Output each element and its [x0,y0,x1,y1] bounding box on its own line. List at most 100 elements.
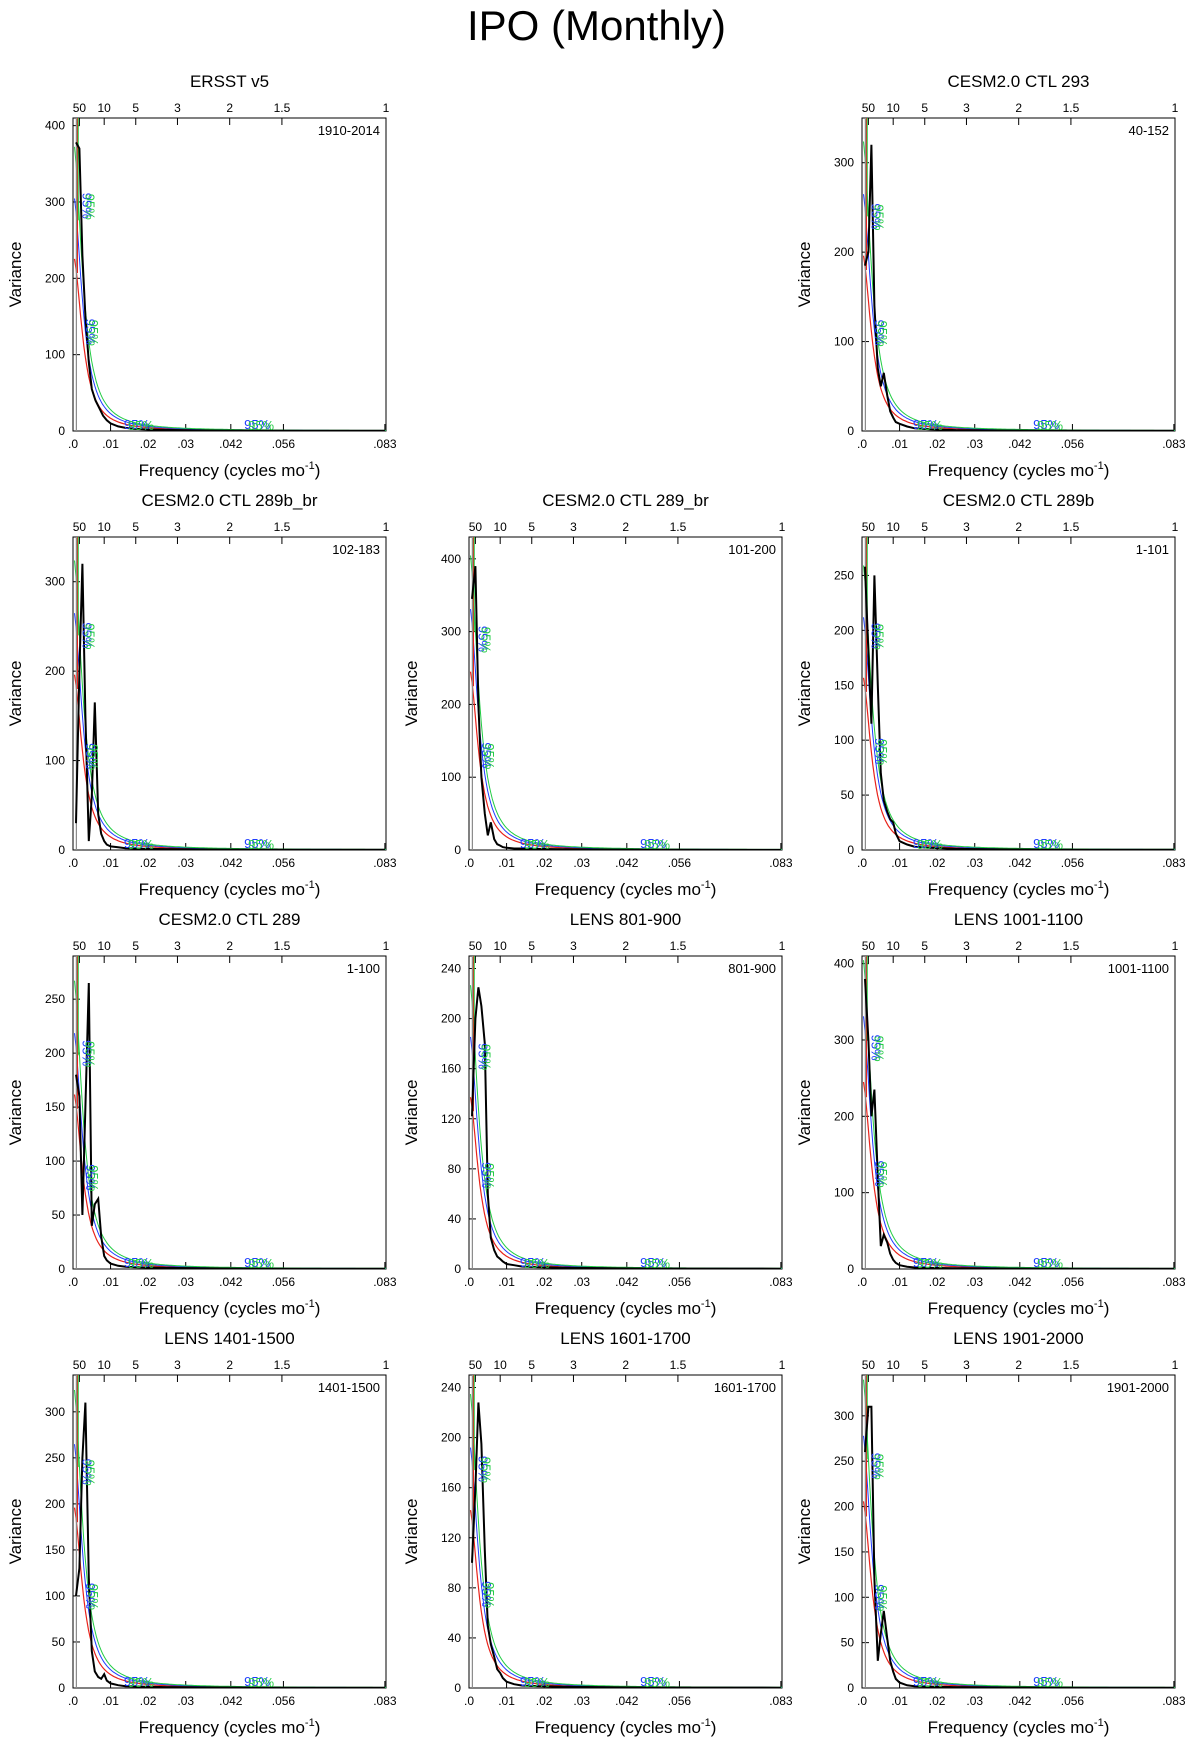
y-tick-label: 80 [448,1581,462,1595]
x-tick-label: .083 [1162,856,1186,870]
y-tick-label: 400 [45,119,65,133]
top-tick-label: 1 [779,1358,786,1372]
top-tick-label: 3 [963,939,970,953]
y-tick-label: 240 [441,962,461,976]
x-tick-label: .0 [68,437,78,451]
x-tick-label: .02 [929,437,946,451]
y-tick-label: 150 [45,1100,65,1114]
top-tick-label: 10 [98,520,112,534]
x-axis-label: Frequency (cycles mo-1) [139,1298,321,1318]
x-tick-label: .083 [769,856,793,870]
plot-frame [72,1374,387,1689]
top-tick-label: 1.5 [274,520,291,534]
panel-title: LENS 1401-1500 [164,1329,294,1348]
x-axis-label: Frequency (cycles mo-1) [139,1717,321,1737]
x-tick-label: .03 [573,1694,590,1708]
x-tick-label: .03 [177,437,194,451]
top-tick-label: 2 [1015,1358,1022,1372]
spectrum-line [75,563,385,850]
top-tick-label: 50 [862,520,876,534]
panel-title: LENS 1601-1700 [560,1329,690,1348]
top-tick-label: 1.5 [670,939,687,953]
top-tick-label: 10 [887,101,901,115]
top-tick-label: 2 [622,520,629,534]
sig-label-green: 95% [644,1256,670,1271]
x-tick-label: .01 [102,1694,119,1708]
plot-frame [72,955,387,1270]
sig-label-green: 95% [86,744,101,770]
top-tick-label: 1.5 [274,1358,291,1372]
x-tick-label: .042 [615,856,639,870]
top-tick-label: 1.5 [670,1358,687,1372]
spectrum-line [864,566,1174,850]
x-tick-label: .01 [498,856,515,870]
sig-label-blue: 95% [479,1162,494,1188]
period-label: 101-200 [728,542,776,557]
y-tick-label: 100 [834,1590,854,1604]
x-tick-label: .02 [140,856,157,870]
period-label: 40-152 [1129,123,1169,138]
y-axis-label: Variance [795,1499,814,1565]
x-tick-label: .056 [1061,1694,1085,1708]
top-tick-label: 10 [98,1358,112,1372]
sig-label-green: 95% [82,623,97,649]
sig-label-green: 95% [524,1675,550,1690]
lower-bound-curve [863,1435,1175,1688]
top-tick-label: 2 [622,939,629,953]
curves [469,956,782,1269]
top-tick-label: 1.5 [1063,1358,1080,1372]
sig-label-blue: 95% [640,1255,666,1270]
x-tick-label: .042 [219,1694,243,1708]
x-tick-label: .03 [573,1275,590,1289]
x-tick-label: .03 [177,1275,194,1289]
period-label: 801-900 [728,961,776,976]
x-tick-label: .02 [140,437,157,451]
y-tick-label: 160 [441,1062,461,1076]
y-tick-label: 100 [45,1154,65,1168]
top-tick-label: 10 [98,939,112,953]
sig-label-green: 95% [248,837,274,852]
y-tick-label: 100 [834,733,854,747]
sig-label-green: 95% [871,1036,886,1062]
x-axis-label: Frequency (cycles mo-1) [535,1717,717,1737]
sig-label-blue: 95% [1033,836,1059,851]
spectrum-line [471,565,781,850]
top-tick-label: 50 [862,1358,876,1372]
x-tick-label: .02 [929,1275,946,1289]
plot-frame [468,536,783,851]
x-tick-label: .042 [1008,856,1032,870]
x-tick-label: .042 [1008,1275,1032,1289]
x-axis-label: Frequency (cycles mo-1) [139,460,321,480]
sig-label-blue: 95% [913,417,939,432]
lower-bound-curve [863,1016,1175,1269]
y-tick-label: 200 [45,1046,65,1060]
y-tick-label: 200 [45,664,65,678]
upper-bound-curve [470,1394,782,1688]
x-tick-label: .0 [464,1694,474,1708]
x-tick-label: .056 [1061,1275,1085,1289]
sig-label-blue: 95% [79,1459,94,1485]
upper-bound-curve [470,555,782,850]
x-tick-label: .083 [373,437,397,451]
sig-label-green: 95% [478,627,493,653]
upper-bound-curve [74,1389,386,1688]
x-tick-label: .0 [68,856,78,870]
top-tick-label: 2 [226,101,233,115]
y-axis-label: Variance [402,661,421,727]
lower-bound-curve [470,1036,782,1269]
y-tick-label: 0 [847,1681,854,1695]
top-tick-label: 50 [862,101,876,115]
top-tick-label: 1 [383,101,390,115]
y-tick-label: 300 [45,575,65,589]
y-tick-label: 200 [834,623,854,637]
y-axis-label: Variance [402,1499,421,1565]
x-tick-label: .02 [536,856,553,870]
top-tick-label: 10 [887,520,901,534]
top-tick-label: 3 [570,520,577,534]
chart-panel: CESM2.0 CTL 293 40-152 .0 .01 .02 .03 .042 .056… [795,72,1186,480]
x-tick-label: .042 [1008,437,1032,451]
red-noise-curve [469,671,782,850]
chart-panel: LENS 1601-1700 1601-1700 .0 .01 .02 .03 .042 .0… [402,1329,793,1737]
top-tick-label: 1.5 [1063,520,1080,534]
sig-label-blue: 95% [79,1040,94,1066]
